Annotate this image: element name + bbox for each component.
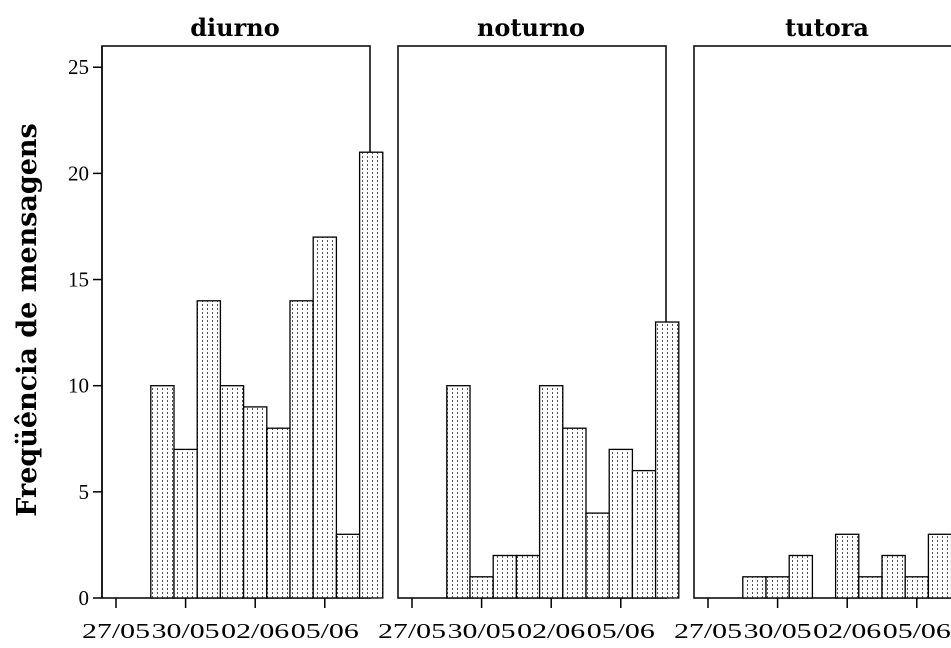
panel-noturno: noturno 27/05 30/05 02/06 05/06 <box>378 13 680 643</box>
histogram-bar <box>765 576 790 599</box>
histogram-bar <box>515 554 541 599</box>
histogram-bar <box>358 151 384 599</box>
histogram-bar <box>266 427 291 599</box>
histogram-bar <box>469 576 494 599</box>
y-tick-label: 20 <box>68 161 89 185</box>
x-tick-label: 02/06 <box>221 619 289 643</box>
y-tick-label: 0 <box>79 586 90 610</box>
x-tick-label: 02/06 <box>517 619 585 643</box>
y-tick-label: 5 <box>79 480 90 504</box>
histogram-bar <box>289 300 314 599</box>
x-tick-label: 05/06 <box>291 619 359 643</box>
x-tick-label: 27/05 <box>82 619 150 643</box>
x-tick-label: 27/05 <box>674 619 742 643</box>
histogram-bar <box>608 448 634 599</box>
histogram-bar <box>631 469 657 599</box>
panel-title: tutora <box>785 13 869 42</box>
histogram-bar <box>904 576 930 599</box>
histogram-bar <box>538 385 564 599</box>
panel-title: noturno <box>477 13 585 42</box>
x-tick-label: 05/06 <box>883 619 951 643</box>
histogram-bar <box>196 300 222 599</box>
y-tick-label: 15 <box>68 268 89 292</box>
histogram-bar <box>312 236 338 599</box>
histogram-bar <box>242 406 268 599</box>
x-tick-label: 30/05 <box>448 619 516 643</box>
x-tick-label: 02/06 <box>813 619 881 643</box>
x-tick-label: 05/06 <box>587 619 655 643</box>
histogram-bar <box>858 576 883 599</box>
histogram-bar <box>446 385 471 599</box>
histogram-bar <box>335 533 361 599</box>
histogram-bar <box>834 533 860 599</box>
x-tick-label: 27/05 <box>378 619 446 643</box>
histogram-bar <box>492 554 518 599</box>
y-tick-label: 25 <box>68 55 89 79</box>
histogram-bar <box>150 385 175 599</box>
histogram-bar <box>881 554 906 599</box>
histogram-bar <box>585 512 610 599</box>
histogram-bar <box>654 321 680 599</box>
histogram-bar <box>788 554 814 599</box>
histogram-bar <box>742 576 767 599</box>
x-tick-label: 30/05 <box>744 619 812 643</box>
panel-frame <box>693 45 951 599</box>
panel-title: diurno <box>190 13 279 42</box>
histogram-bar <box>562 427 587 599</box>
y-axis-label: Freqüência de mensagens <box>12 123 43 516</box>
y-axis: 0 5 10 15 20 25 <box>68 46 103 610</box>
panel-diurno: diurno 27/05 30/05 02/06 05/06 <box>82 13 384 643</box>
histogram-bar <box>219 385 245 599</box>
histogram-bar <box>173 448 198 599</box>
y-tick-label: 10 <box>68 374 89 398</box>
panel-tutora: tutora 27/05 30/05 02/06 05/06 <box>674 13 951 643</box>
histogram-bar <box>927 533 951 599</box>
x-tick-label: 30/05 <box>152 619 220 643</box>
